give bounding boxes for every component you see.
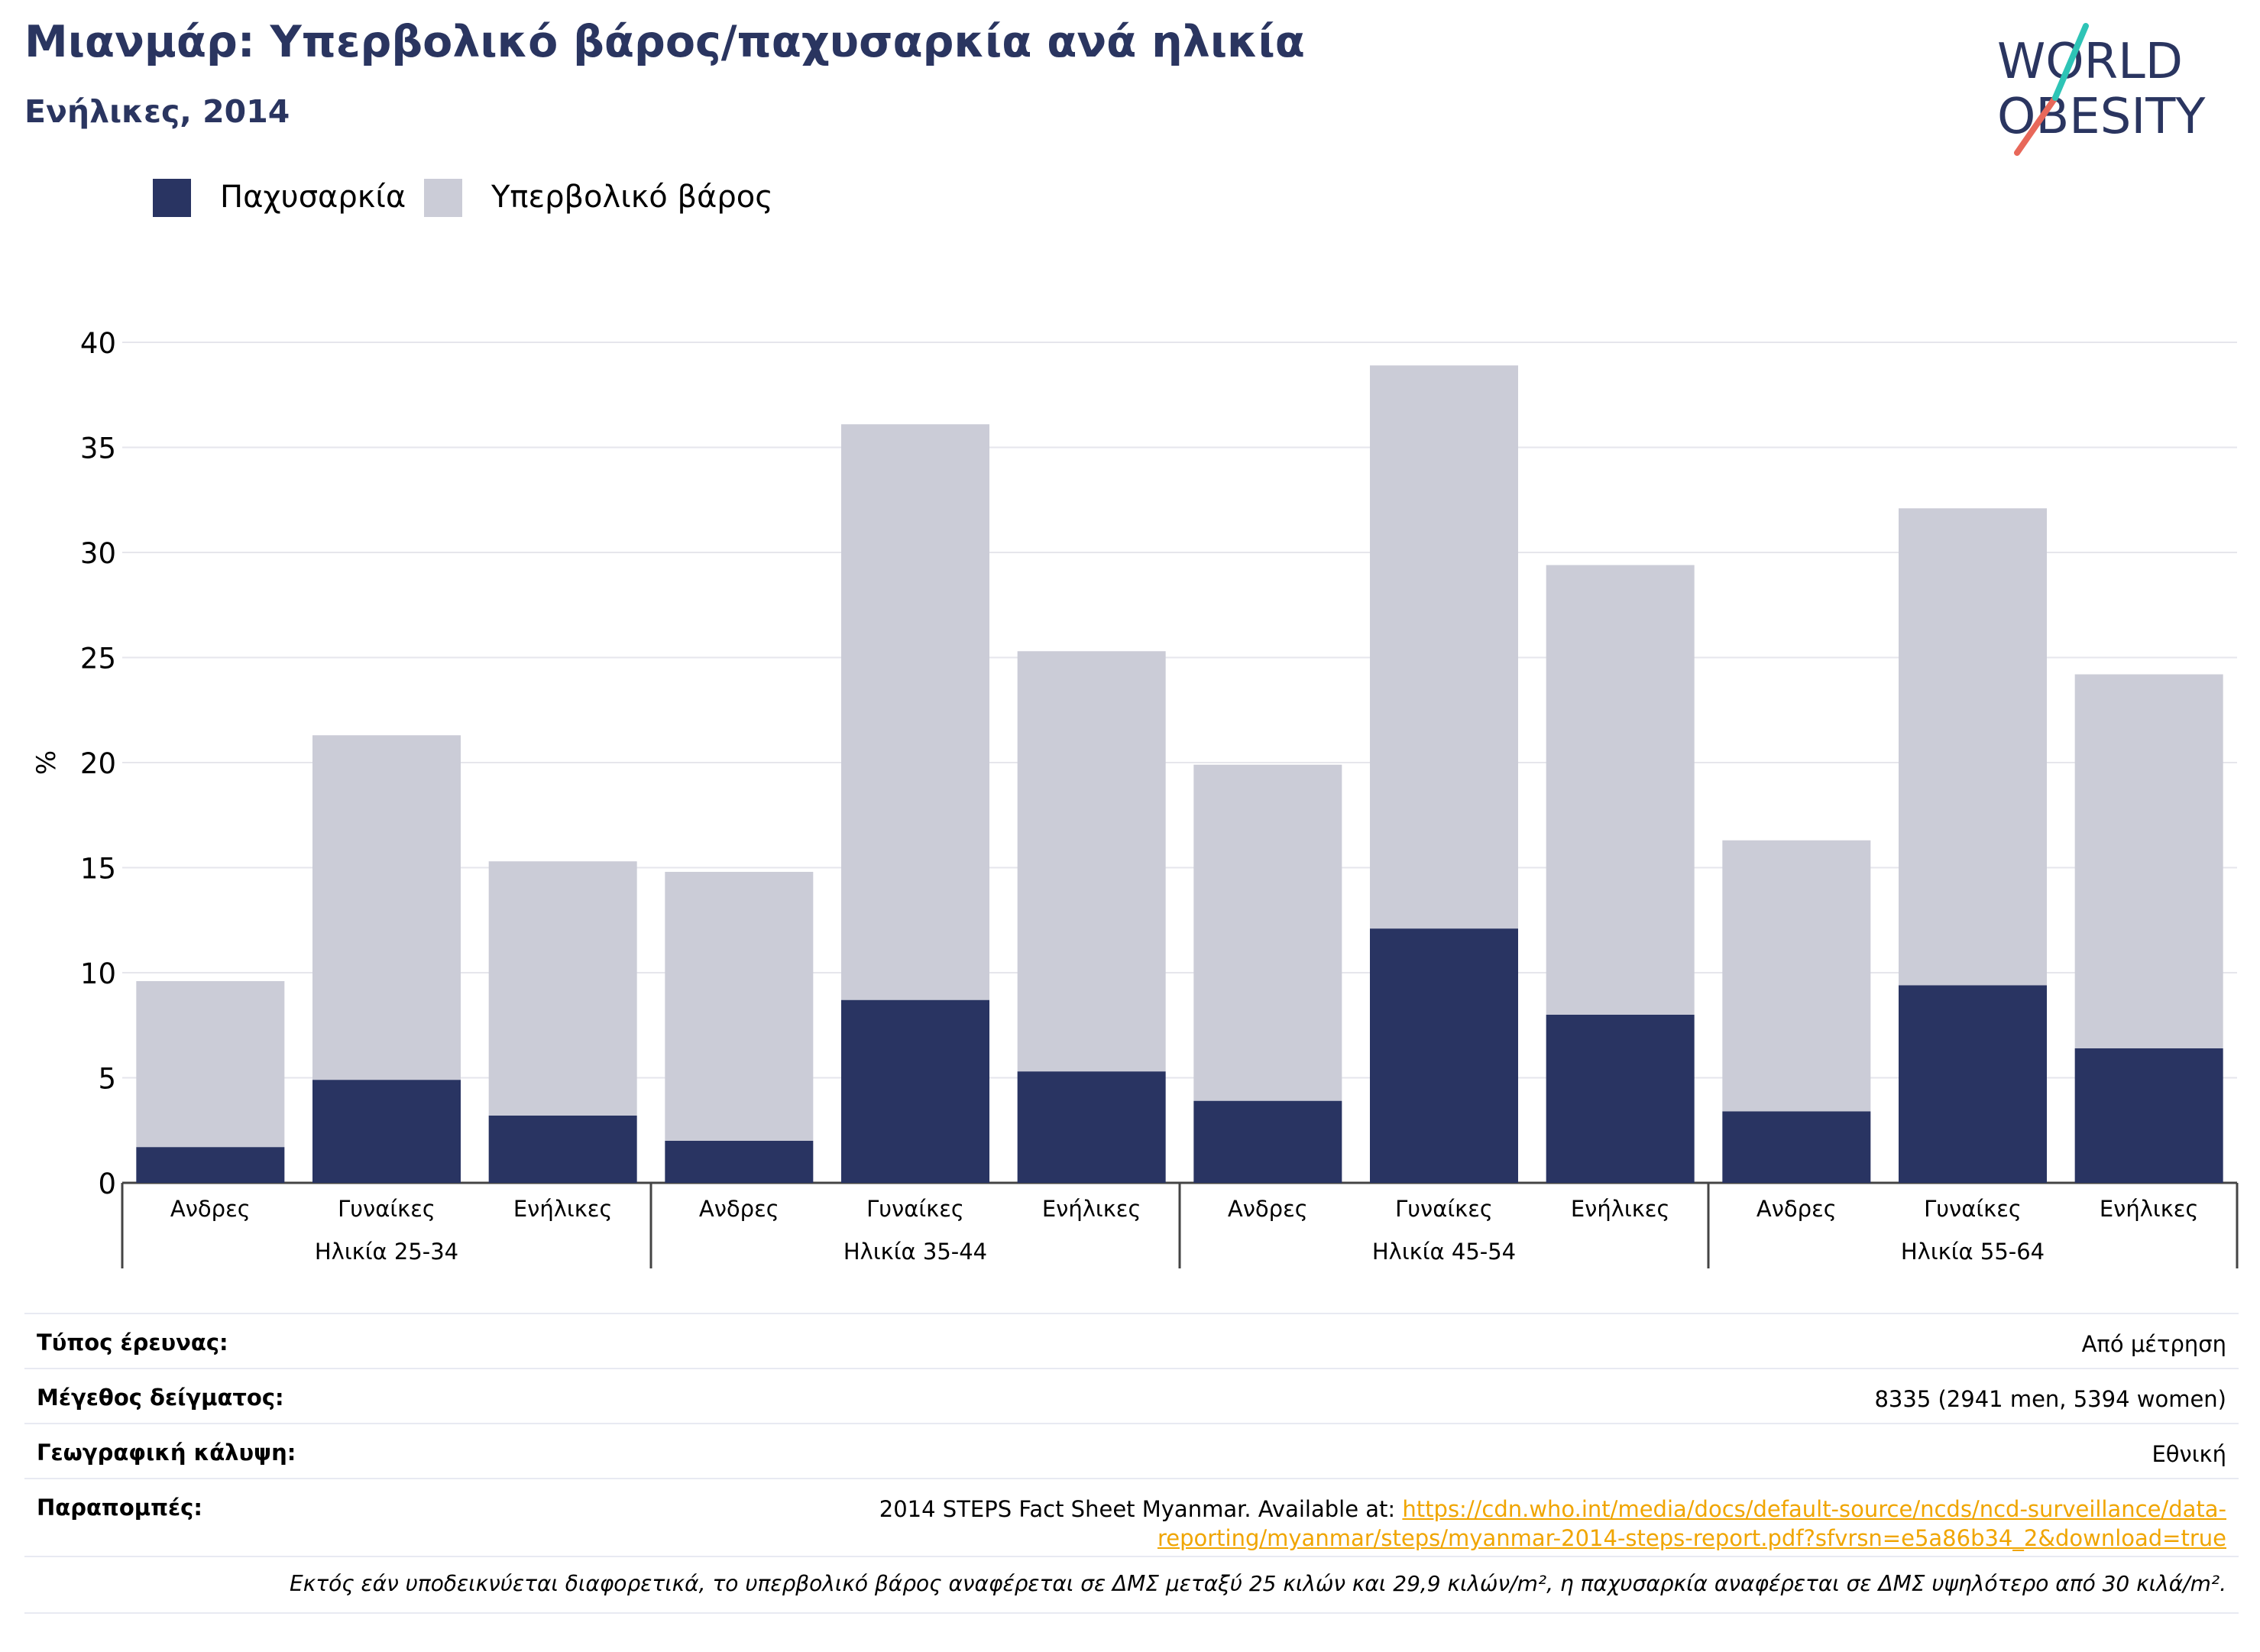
bar-overweight <box>1722 840 1871 1112</box>
x-group-label: Ηλικία 25-34 <box>315 1239 458 1265</box>
survey-type-value: Από μέτρηση <box>2081 1331 2226 1357</box>
x-category-label: Ανδρες <box>699 1196 779 1222</box>
page-title: Μιανμάρ: Υπερβολικό βάρος/παχυσαρκία ανά… <box>24 17 1305 67</box>
legend-label-overweight: Υπερβολικό βάρος <box>491 180 773 215</box>
y-tick-label: 35 <box>80 432 116 465</box>
logo-red-stroke <box>2014 95 2058 156</box>
references-link-part-2[interactable]: reporting/myanmar/steps/myanmar-2014-ste… <box>1157 1525 2226 1551</box>
bar-obesity <box>1899 985 2047 1183</box>
x-group-label: Ηλικία 35-44 <box>843 1239 987 1265</box>
coverage-value: Εθνική <box>2152 1441 2226 1467</box>
bar-overweight <box>1899 508 2047 986</box>
references-label: Παραπομπές: <box>37 1495 202 1521</box>
bar-overweight <box>841 424 989 1000</box>
x-category-label: Ενήλικες <box>2100 1196 2199 1222</box>
y-tick-label: 15 <box>80 853 116 886</box>
bar-obesity <box>1370 928 1518 1183</box>
y-tick-label: 40 <box>80 327 116 360</box>
coverage-label: Γεωγραφική κάλυψη: <box>37 1440 296 1466</box>
y-tick-label: 30 <box>80 537 116 570</box>
bar-obesity <box>312 1080 461 1183</box>
y-tick-label: 5 <box>98 1063 116 1096</box>
info-row-coverage: Γεωγραφική κάλυψη: Εθνική <box>24 1423 2239 1479</box>
page-subtitle: Ενήλικες, 2014 <box>24 93 290 130</box>
references-value: 2014 STEPS Fact Sheet Myanmar. Available… <box>879 1495 2226 1553</box>
y-tick-label: 0 <box>98 1168 116 1200</box>
x-category-label: Ανδρες <box>170 1196 251 1222</box>
bar-overweight <box>1193 764 1342 1101</box>
bar-overweight <box>312 735 461 1080</box>
info-row-references: Παραπομπές: 2014 STEPS Fact Sheet Myanma… <box>24 1478 2239 1557</box>
info-row-note: Εκτός εάν υποδεικνύεται διαφορετικά, το … <box>24 1556 2239 1614</box>
sample-size-value: 8335 (2941 men, 5394 women) <box>1874 1386 2226 1412</box>
bar-obesity <box>665 1141 814 1183</box>
bar-obesity <box>841 999 989 1183</box>
bar-obesity <box>1017 1071 1166 1183</box>
references-link-part-1[interactable]: https://cdn.who.int/media/docs/default-s… <box>1402 1496 2226 1522</box>
x-category-label: Γυναίκες <box>1395 1196 1493 1222</box>
y-axis-label: % <box>31 750 62 775</box>
x-category-label: Ενήλικες <box>1571 1196 1670 1222</box>
stacked-bar-chart: 0 5 10 15 20 25 30 35 40% Ανδρες Γυναίκες Ενήλικες Α… <box>31 327 2239 1268</box>
legend-swatch-overweight <box>424 179 462 217</box>
x-category-label: Γυναίκες <box>1924 1196 2022 1222</box>
references-text: 2014 STEPS Fact Sheet Myanmar. Available… <box>879 1496 1403 1522</box>
bar-obesity <box>488 1116 637 1183</box>
y-tick-label: 10 <box>80 957 116 990</box>
legend-label-obesity: Παχυσαρκία <box>220 180 406 215</box>
info-row-survey-type: Τύπος έρευνας: Από μέτρηση <box>24 1313 2239 1369</box>
x-group-label: Ηλικία 55-64 <box>1901 1239 2045 1265</box>
bar-overweight <box>1017 651 1166 1072</box>
x-category-label: Ενήλικες <box>1042 1196 1141 1222</box>
sample-size-label: Μέγεθος δείγματος: <box>37 1385 284 1411</box>
legend-swatch-obesity <box>153 179 191 217</box>
world-obesity-logo: WORLD OBESITY <box>1997 23 2206 156</box>
x-group-label: Ηλικία 45-54 <box>1372 1239 1516 1265</box>
bar-overweight <box>488 861 637 1116</box>
info-row-sample-size: Μέγεθος δείγματος: 8335 (2941 men, 5394 … <box>24 1368 2239 1424</box>
bar-obesity <box>2074 1048 2223 1183</box>
bar-overweight <box>665 872 814 1141</box>
bar-overweight <box>1546 565 1695 1015</box>
logo-teal-stroke <box>2052 23 2089 101</box>
y-tick-label: 20 <box>80 747 116 780</box>
x-category-label: Ενήλικες <box>513 1196 613 1222</box>
x-category-label: Γυναίκες <box>866 1196 964 1222</box>
bar-overweight <box>136 981 285 1148</box>
y-tick-label: 25 <box>80 643 116 675</box>
logo-line-1: WORLD <box>1997 34 2183 90</box>
x-category-label: Ανδρες <box>1757 1196 1837 1222</box>
x-category-label: Γυναίκες <box>338 1196 435 1222</box>
x-category-label: Ανδρες <box>1228 1196 1308 1222</box>
bar-obesity <box>1722 1111 1871 1183</box>
bar-overweight <box>2074 674 2223 1048</box>
bar-obesity <box>136 1147 285 1183</box>
footnote: Εκτός εάν υποδεικνύεται διαφορετικά, το … <box>290 1571 2226 1596</box>
survey-type-label: Τύπος έρευνας: <box>37 1330 228 1356</box>
bar-obesity <box>1546 1015 1695 1183</box>
bar-overweight <box>1370 365 1518 929</box>
bar-obesity <box>1193 1100 1342 1183</box>
